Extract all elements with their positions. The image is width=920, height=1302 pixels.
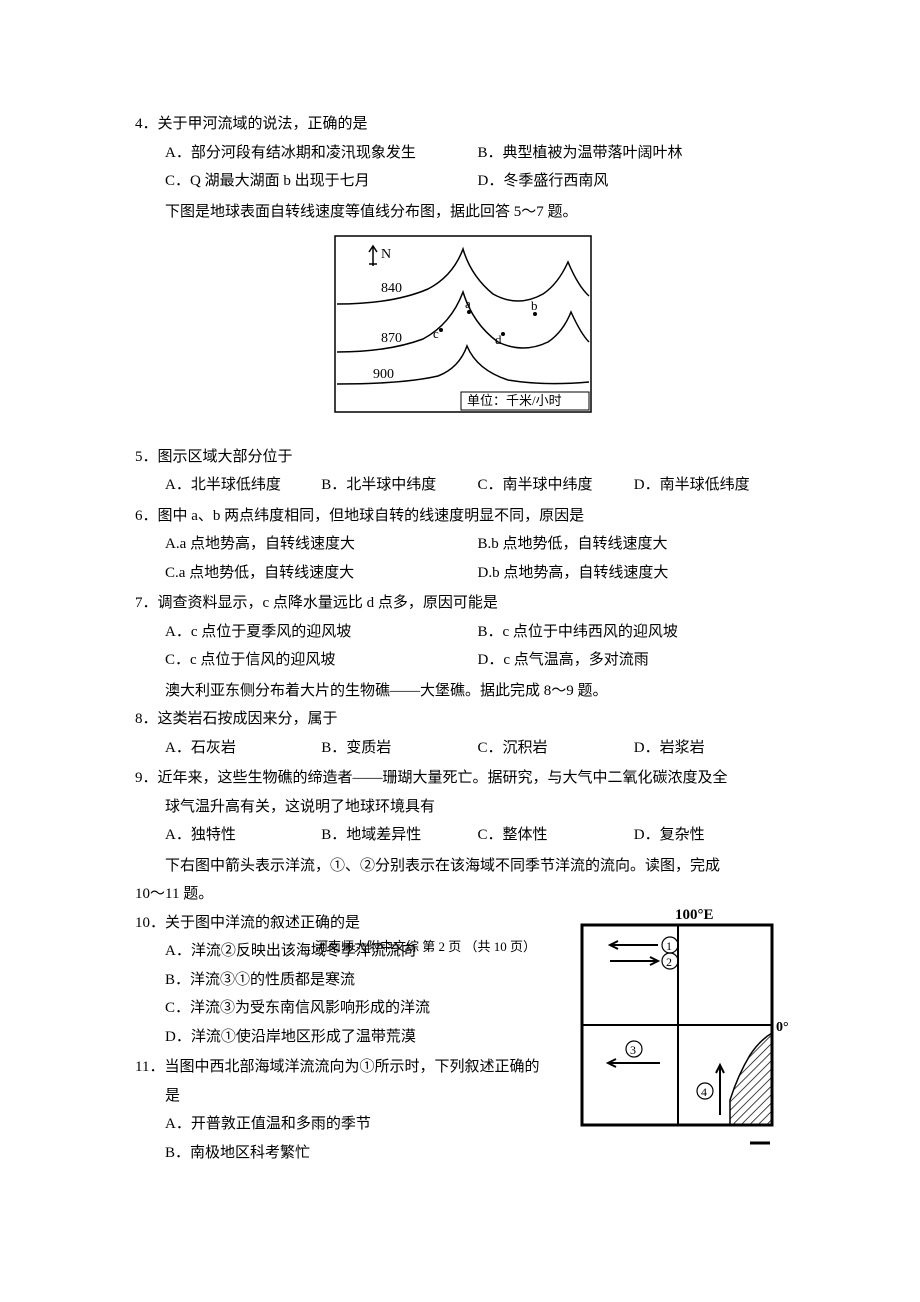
q6-stem: 6．图中 a、b 两点纬度相同，但地球自转的线速度明显不同，原因是	[135, 502, 790, 531]
fig1-b: b	[531, 298, 538, 313]
q8-opt-d: D．岩浆岩	[634, 734, 790, 763]
q5-opt-d: D．南半球低纬度	[634, 471, 790, 500]
question-4: 4．关于甲河流域的说法，正确的是 A．部分河段有结冰期和凌汛现象发生 B．典型植…	[135, 110, 790, 196]
figure-1: N 840 870 900 a b c d 单位：千米/小时	[135, 234, 790, 425]
q6-opt-a: A.a 点地势高，自转线速度大	[165, 530, 478, 559]
fig1-840: 840	[381, 281, 402, 296]
q4-options: A．部分河段有结冰期和凌汛现象发生 B．典型植被为温带落叶阔叶林 C．Q 湖最大…	[135, 139, 790, 196]
intro-10-11a: 下右图中箭头表示洋流，①、②分别表示在该海域不同季节洋流的流向。读图，完成	[135, 852, 790, 881]
q9-stem2: 球气温升高有关，这说明了地球环境具有	[135, 793, 790, 822]
q5-opt-c: C．南半球中纬度	[478, 471, 634, 500]
q9-opt-b: B．地域差异性	[321, 821, 477, 850]
q4-stem: 4．关于甲河流域的说法，正确的是	[135, 110, 790, 139]
q4-opt-c: C．Q 湖最大湖面 b 出现于七月	[165, 167, 478, 196]
q7-stem: 7．调查资料显示，c 点降水量远比 d 点多，原因可能是	[135, 589, 790, 618]
question-5: 5．图示区域大部分位于 A．北半球低纬度 B．北半球中纬度 C．南半球中纬度 D…	[135, 443, 790, 500]
q6-opt-c: C.a 点地势低，自转线速度大	[165, 559, 478, 588]
intro-5-7: 下图是地球表面自转线速度等值线分布图，据此回答 5～7 题。	[135, 198, 790, 227]
q6-opt-b: B.b 点地势低，自转线速度大	[478, 530, 791, 559]
q4-opt-a: A．部分河段有结冰期和凌汛现象发生	[165, 139, 478, 168]
q6-opt-d: D.b 点地势高，自转线速度大	[478, 559, 791, 588]
q8-opt-b: B．变质岩	[321, 734, 477, 763]
q5-stem: 5．图示区域大部分位于	[135, 443, 790, 472]
question-8: 8．这类岩石按成因来分，属于 A．石灰岩 B．变质岩 C．沉积岩 D．岩浆岩	[135, 705, 790, 762]
page-footer: 河南师大附中文综 第 2 页 （共 10 页）	[315, 935, 536, 960]
question-7: 7．调查资料显示，c 点降水量远比 d 点多，原因可能是 A．c 点位于夏季风的…	[135, 589, 790, 675]
q9-opt-c: C．整体性	[478, 821, 634, 850]
fig2-c3-raw: 3	[630, 1043, 636, 1057]
q7-options: A．c 点位于夏季风的迎风坡 B．c 点位于中纬西风的迎风坡 C．c 点位于信风…	[135, 618, 790, 675]
q7-opt-a: A．c 点位于夏季风的迎风坡	[165, 618, 478, 647]
question-9: 9．近年来，这些生物礁的缔造者——珊瑚大量死亡。据研究，与大气中二氧化碳浓度及全…	[135, 764, 790, 850]
fig1-d: d	[495, 332, 502, 347]
intro-8-9: 澳大利亚东侧分布着大片的生物礁——大堡礁。据此完成 8～9 题。	[135, 677, 790, 706]
q8-opt-c: C．沉积岩	[478, 734, 634, 763]
q9-stem1: 9．近年来，这些生物礁的缔造者——珊瑚大量死亡。据研究，与大气中二氧化碳浓度及全	[135, 764, 790, 793]
fig1-unit: 单位：千米/小时	[467, 393, 562, 408]
q5-opt-b: B．北半球中纬度	[321, 471, 477, 500]
question-6: 6．图中 a、b 两点纬度相同，但地球自转的线速度明显不同，原因是 A.a 点地…	[135, 502, 790, 588]
q7-opt-d: D．c 点气温高，多对流雨	[478, 646, 791, 675]
q4-opt-d: D．冬季盛行西南风	[478, 167, 791, 196]
q10-opt-a-line: A．洋流②反映出该海域冬季洋流流向 河南师大附中文综 第 2 页 （共 10 页…	[135, 937, 790, 966]
fig1-870: 870	[381, 331, 402, 346]
fig2-lat: 0°	[776, 1020, 789, 1035]
q8-opt-a: A．石灰岩	[165, 734, 321, 763]
q6-options: A.a 点地势高，自转线速度大 B.b 点地势低，自转线速度大 C.a 点地势低…	[135, 530, 790, 587]
q9-opt-a: A．独特性	[165, 821, 321, 850]
fig1-north: N	[381, 247, 391, 262]
q9-options: A．独特性 B．地域差异性 C．整体性 D．复杂性	[135, 821, 790, 850]
q4-opt-b: B．典型植被为温带落叶阔叶林	[478, 139, 791, 168]
fig2-lon: 100°E	[675, 907, 714, 923]
fig2-c4-raw: 4	[701, 1085, 707, 1099]
q7-opt-c: C．c 点位于信风的迎风坡	[165, 646, 478, 675]
q9-opt-d: D．复杂性	[634, 821, 790, 850]
fig1-a: a	[465, 296, 471, 311]
q7-opt-b: B．c 点位于中纬西风的迎风坡	[478, 618, 791, 647]
q5-opt-a: A．北半球低纬度	[165, 471, 321, 500]
q5-options: A．北半球低纬度 B．北半球中纬度 C．南半球中纬度 D．南半球低纬度	[135, 471, 790, 500]
fig1-900: 900	[373, 367, 394, 382]
q8-stem: 8．这类岩石按成因来分，属于	[135, 705, 790, 734]
q8-options: A．石灰岩 B．变质岩 C．沉积岩 D．岩浆岩	[135, 734, 790, 763]
fig1-c: c	[433, 326, 439, 341]
